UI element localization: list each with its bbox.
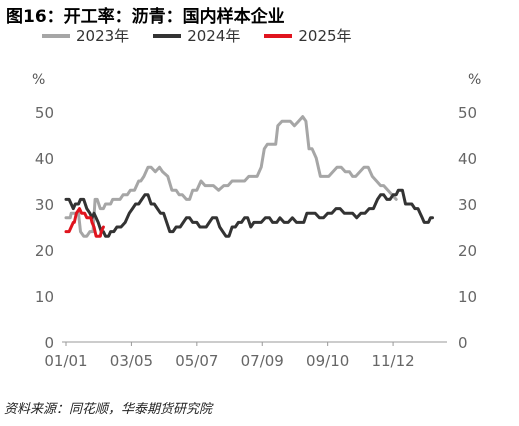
chart-title: 图16：开工率：沥青：国内样本企业 [6, 7, 285, 27]
y-tick-label-right: 30 [458, 196, 477, 214]
legend-label-2024: 2024年 [187, 27, 241, 45]
y-tick-label-right: 50 [458, 104, 477, 122]
y-tick-label-left: 10 [35, 288, 54, 306]
x-tick-label: 03/05 [110, 352, 153, 370]
legend-swatch-2025 [264, 33, 293, 38]
x-tick-label: 05/07 [175, 352, 218, 370]
legend-swatch-2023 [42, 33, 70, 38]
series-line-2023 [64, 115, 398, 238]
y-tick-label-left: 0 [44, 334, 54, 352]
legend-label-2023: 2023年 [76, 27, 130, 45]
legend-item-2025: 2025年 [264, 25, 352, 46]
legend-item-2024: 2024年 [153, 25, 240, 46]
x-tick-label: 11/12 [371, 352, 414, 370]
legend-item-2023: 2023年 [42, 25, 129, 46]
legend: 2023年 2024年 2025年 [42, 25, 352, 46]
y-tick-label-left: 20 [35, 242, 54, 260]
y-tick-label-left: 50 [35, 104, 54, 122]
series-line-2025 [64, 207, 105, 238]
x-tick-label: 01/01 [44, 352, 87, 370]
y-axis-unit-right: % [468, 72, 482, 88]
series-line-2024 [64, 188, 434, 238]
legend-swatch-2024 [153, 33, 182, 38]
x-tick-label: 09/10 [306, 352, 349, 370]
y-axis-unit-left: % [32, 72, 46, 88]
legend-label-2025: 2025年 [298, 27, 352, 45]
source-note: 资料来源：同花顺，华泰期货研究院 [4, 402, 213, 417]
y-tick-label-right: 0 [458, 334, 468, 352]
y-tick-label-right: 20 [458, 242, 477, 260]
y-tick-label-right: 40 [458, 150, 477, 168]
y-tick-label-left: 40 [35, 150, 54, 168]
x-tick-label: 07/09 [241, 352, 284, 370]
y-tick-label-left: 30 [35, 196, 54, 214]
y-tick-label-right: 10 [458, 288, 477, 306]
